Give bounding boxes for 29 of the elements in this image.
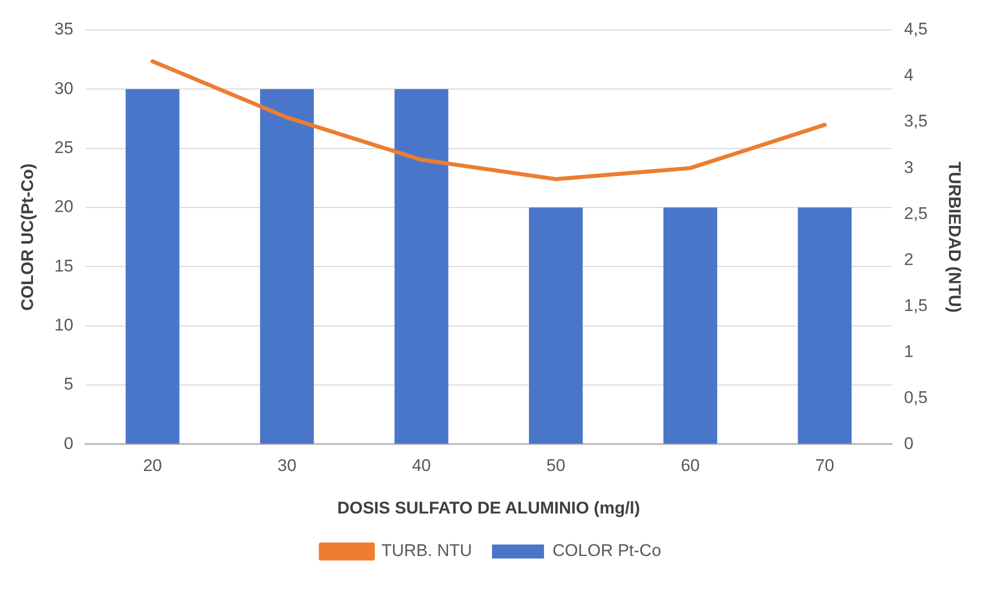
y-tick-label: 30 xyxy=(54,78,74,98)
y-axis-title: COLOR UC(Pt-Co) xyxy=(18,163,37,311)
y2-tick-label: 3,5 xyxy=(904,112,928,131)
y-tick-label: 35 xyxy=(54,20,74,39)
y2-tick-label: 2,5 xyxy=(904,204,928,223)
x-tick-label: 50 xyxy=(546,456,566,476)
y-tick-label: 10 xyxy=(54,316,74,335)
y2-tick-label: 4,5 xyxy=(904,20,928,39)
y2-tick-label: 2 xyxy=(904,250,914,269)
legend-label: TURB. NTU xyxy=(381,541,472,560)
y-tick-label: 20 xyxy=(54,197,74,216)
y2-tick-label: 3 xyxy=(904,158,914,177)
y2-tick-label: 0 xyxy=(904,434,914,453)
x-tick-label: 30 xyxy=(278,456,296,476)
x-tick-label: 70 xyxy=(815,456,834,476)
y2-tick-label: 1,5 xyxy=(904,296,928,315)
y-tick-label: 5 xyxy=(64,374,74,394)
x-axis-title: DOSIS SULFATO DE ALUMINIO (mg/l) xyxy=(337,498,640,518)
x-tick-label: 20 xyxy=(143,456,162,476)
y-tick-label: 25 xyxy=(54,138,74,158)
x-tick-label: 60 xyxy=(680,456,700,476)
y2-tick-label: 4 xyxy=(904,66,914,85)
y-tick-label: 15 xyxy=(54,256,74,276)
y2-tick-label: 0,5 xyxy=(904,388,928,407)
y2-tick-label: 1 xyxy=(904,342,914,361)
x-tick-label: 40 xyxy=(412,456,431,476)
legend-label: COLOR Pt-Co xyxy=(552,541,662,560)
y-tick-label: 0 xyxy=(64,434,74,453)
y2-axis-title: TURBIEDAD (NTU) xyxy=(945,162,964,313)
